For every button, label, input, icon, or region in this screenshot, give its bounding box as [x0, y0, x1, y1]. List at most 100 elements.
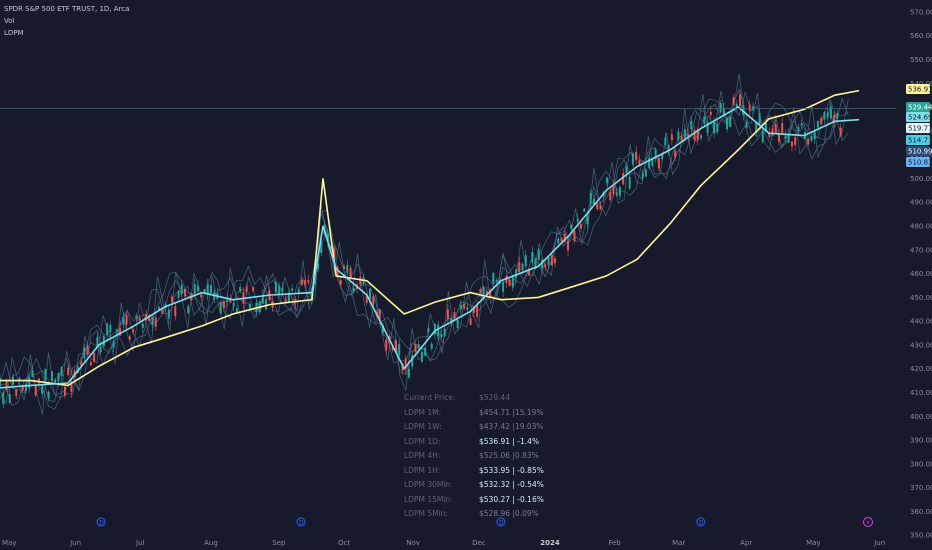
ldpm-table-row: LDPM 15Min: $530.27 | -0.16%	[404, 493, 544, 508]
candle-body	[813, 131, 816, 139]
price-tag-bg	[906, 102, 930, 112]
candle-body	[541, 259, 544, 269]
candle-body	[829, 106, 832, 119]
candle-body	[661, 153, 664, 160]
price-tag: 524.69	[906, 112, 932, 122]
ldpm-row-label: LDPM 1M:	[404, 407, 442, 417]
y-tick-label: 470.00	[910, 246, 932, 254]
candle-body	[489, 289, 492, 298]
ldpm-thin-line-1	[0, 88, 849, 403]
candle-body	[579, 224, 582, 229]
candle-body	[667, 144, 670, 151]
candle-body	[109, 324, 112, 333]
candle-body	[777, 134, 780, 142]
ldpm-row-value: $532.32 | -0.54%	[479, 480, 544, 489]
x-tick-label: Jul	[135, 539, 145, 547]
candle-body	[226, 299, 229, 302]
dividend-circle-icon	[296, 517, 306, 527]
candle-body	[583, 208, 586, 212]
candle-body	[349, 267, 352, 278]
candle-body	[180, 284, 183, 295]
candle-body	[703, 116, 706, 124]
candle-body	[677, 131, 680, 141]
candle-body	[177, 290, 180, 298]
candle-body	[836, 113, 839, 119]
candle-body	[424, 347, 427, 356]
candle-body	[456, 319, 459, 329]
x-tick-label: Jun	[873, 539, 885, 547]
candle-body	[369, 288, 372, 300]
candle-body	[722, 108, 725, 116]
x-tick-label: 2024	[540, 539, 560, 547]
candle-body	[476, 305, 479, 317]
candle-body	[420, 351, 423, 363]
candle-body	[174, 306, 177, 317]
candle-body	[132, 329, 135, 333]
candle-body	[219, 301, 222, 314]
x-tick-label: Mar	[672, 539, 685, 547]
ldpm-table-row: LDPM 5Min: $528.96 |0.09%	[404, 507, 544, 522]
candle-body	[826, 112, 829, 118]
candle-body	[758, 113, 761, 125]
candle-body	[492, 272, 495, 284]
candle-body	[138, 317, 141, 322]
y-tick-label: 390.00	[910, 437, 932, 445]
dividend-circle-icon	[96, 517, 106, 527]
candle-body	[459, 304, 462, 310]
candle-body	[635, 151, 638, 161]
candle-body	[47, 391, 50, 399]
candle-body	[80, 361, 83, 366]
candle-body	[732, 97, 735, 105]
candle-body	[505, 276, 508, 284]
candle-body	[628, 176, 631, 189]
y-tick-label: 410.00	[910, 389, 932, 397]
ldpm-row-label: LDPM 1H:	[404, 465, 441, 475]
symbol-title[interactable]: SPDR S&P 500 ETF TRUST, 1D, Arca	[4, 5, 130, 13]
y-tick-label: 380.00	[910, 460, 932, 468]
candle-body	[317, 263, 320, 270]
candle-body	[631, 153, 634, 165]
lightning-glyph: ⚡	[866, 519, 871, 527]
candle-body	[657, 157, 660, 169]
candle-body	[485, 290, 488, 296]
candle-body	[810, 135, 813, 141]
candle-body	[515, 269, 518, 278]
candle-body	[417, 344, 420, 349]
candle-body	[83, 347, 86, 359]
candle-body	[200, 294, 203, 298]
candle-body	[472, 307, 475, 314]
candle-body	[706, 122, 709, 133]
x-tick-label: Nov	[406, 539, 420, 547]
candle-body	[0, 378, 1, 387]
candle-body	[28, 376, 31, 389]
candle-body	[739, 94, 742, 107]
candle-body	[482, 286, 485, 299]
candle-body	[625, 165, 628, 174]
candle-body	[333, 247, 336, 258]
candle-body	[239, 287, 242, 292]
candle-body	[524, 255, 527, 267]
ldpm-indicator-label[interactable]: LDPM	[4, 29, 24, 37]
candle-body	[401, 363, 404, 371]
y-tick-label: 500.00	[910, 175, 932, 183]
lightning-icon	[863, 517, 873, 527]
candle-body	[644, 169, 647, 177]
volume-indicator-label[interactable]: Vol	[4, 17, 15, 25]
candle-body	[807, 138, 810, 145]
candle-body	[781, 122, 784, 133]
ldpm-table-row: LDPM 1H: $533.95 | -0.85%	[404, 464, 544, 479]
candle-body	[281, 287, 284, 292]
candle-body	[304, 280, 307, 285]
y-tick-label: 440.00	[910, 318, 932, 326]
y-tick-label: 490.00	[910, 199, 932, 207]
candle-body	[339, 280, 342, 285]
candle-body	[96, 337, 99, 347]
y-tick-label: 570.00	[910, 8, 932, 16]
candle-body	[365, 295, 368, 303]
candle-body	[21, 385, 24, 391]
ldpm-row-label: LDPM 15Min:	[404, 494, 453, 504]
ldpm-table-row: LDPM 1D: $536.91 | -1.4%	[404, 435, 544, 450]
candle-body	[745, 122, 748, 129]
